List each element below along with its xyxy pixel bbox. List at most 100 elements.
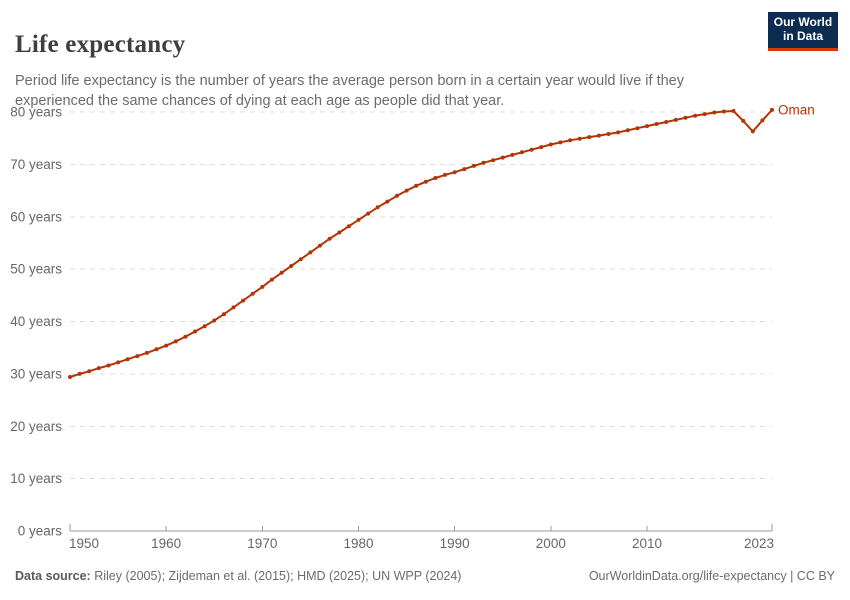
x-tick-label: 1970 — [247, 536, 277, 551]
x-tick-label: 1950 — [69, 536, 99, 551]
data-point — [423, 179, 428, 184]
data-point — [443, 172, 447, 177]
x-tick-label: 2010 — [632, 536, 662, 551]
data-point — [693, 113, 698, 118]
x-tick-label: 2023 — [744, 536, 774, 551]
data-point — [635, 126, 640, 131]
data-point — [269, 277, 274, 282]
data-point — [346, 224, 351, 229]
data-point — [741, 118, 746, 123]
y-tick-label: 30 years — [10, 366, 62, 381]
y-tick-label: 0 years — [18, 524, 63, 539]
chart-footer: Data source: Riley (2005); Zijdeman et a… — [15, 569, 835, 583]
data-point — [433, 176, 438, 180]
data-point — [683, 115, 688, 120]
data-point — [462, 167, 467, 172]
y-tick-label: 50 years — [10, 262, 62, 277]
data-point — [279, 270, 284, 275]
data-point — [616, 130, 621, 135]
data-point — [154, 347, 159, 352]
data-point — [366, 211, 371, 216]
data-point — [596, 133, 601, 138]
data-point — [327, 236, 332, 241]
x-tick-label: 2000 — [536, 536, 566, 551]
data-point — [548, 142, 553, 147]
data-point — [289, 264, 294, 268]
data-point — [173, 339, 178, 344]
data-point — [731, 109, 736, 113]
data-point — [241, 298, 246, 303]
page-title: Life expectancy — [15, 30, 186, 58]
data-point — [577, 136, 582, 141]
y-tick-label: 10 years — [10, 471, 62, 486]
data-point — [645, 124, 649, 129]
data-point — [337, 230, 342, 235]
data-point — [664, 120, 669, 124]
data-point — [404, 188, 409, 193]
data-point — [414, 183, 419, 188]
y-tick-label: 20 years — [10, 419, 62, 434]
data-point — [568, 138, 573, 143]
data-point — [529, 147, 534, 152]
data-point — [221, 312, 226, 317]
data-point — [385, 199, 390, 204]
data-point — [587, 135, 592, 140]
data-point — [375, 205, 380, 210]
data-point — [125, 357, 130, 362]
data-point — [298, 257, 303, 262]
data-point — [520, 150, 524, 155]
y-tick-label: 40 years — [10, 314, 62, 329]
data-point — [77, 371, 82, 376]
data-point — [539, 145, 544, 150]
data-point — [673, 117, 678, 122]
data-point — [625, 128, 630, 133]
data-point — [770, 107, 774, 112]
data-point — [318, 243, 322, 248]
data-point — [702, 112, 707, 117]
data-point — [654, 122, 659, 126]
data-point — [106, 363, 111, 368]
data-point — [144, 350, 149, 355]
data-point — [750, 129, 755, 134]
data-point — [721, 109, 726, 114]
chart-subtitle: Period life expectancy is the number of … — [15, 72, 684, 110]
data-point — [260, 284, 265, 289]
data-point — [356, 217, 361, 222]
data-point — [510, 152, 515, 157]
data-point — [68, 375, 72, 379]
data-point — [760, 118, 765, 123]
data-point — [87, 369, 92, 374]
data-point — [481, 160, 486, 165]
owid-link[interactable]: OurWorldinData.org/life-expectancy | CC … — [588, 569, 835, 583]
data-point — [96, 366, 101, 371]
data-point — [183, 334, 188, 339]
data-point — [308, 250, 313, 255]
data-source-label: Data source: — [15, 569, 91, 583]
data-point — [135, 354, 140, 359]
owid-logo-line1: Our World — [773, 15, 833, 29]
data-point — [116, 360, 121, 365]
data-point — [491, 158, 496, 163]
x-tick-label: 1990 — [440, 536, 470, 551]
data-point — [500, 155, 505, 160]
y-tick-label: 60 years — [10, 209, 62, 224]
data-source-list: Riley (2005); Zijdeman et al. (2015); HM… — [90, 569, 462, 583]
data-point — [212, 318, 217, 323]
data-point — [558, 140, 563, 145]
x-tick-label: 1980 — [343, 536, 373, 551]
owid-logo[interactable]: Our World in Data — [768, 12, 838, 51]
data-point — [471, 163, 476, 168]
data-point — [395, 193, 399, 198]
data-point — [606, 132, 611, 136]
series-line[interactable] — [69, 108, 773, 378]
data-point — [250, 291, 255, 296]
data-point — [193, 329, 197, 334]
y-tick-label: 80 years — [10, 105, 62, 120]
series-label: Oman — [778, 102, 815, 117]
data-source-text: Data source: Riley (2005); Zijdeman et a… — [15, 569, 461, 583]
data-point — [231, 305, 236, 310]
data-point — [452, 170, 457, 175]
data-point — [202, 324, 207, 329]
